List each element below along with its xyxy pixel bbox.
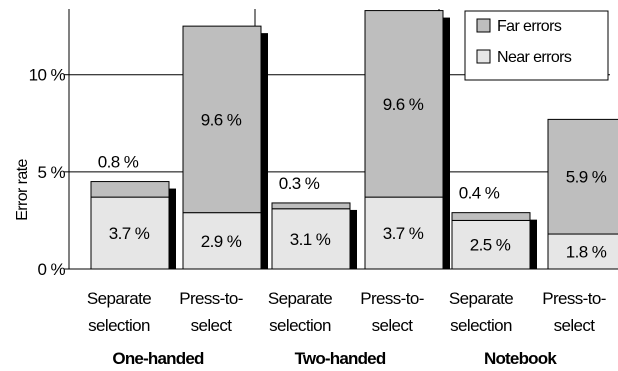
- far-value-label: 0.8 %: [98, 153, 139, 172]
- category-label-line1: Separate: [87, 289, 151, 308]
- label-layer: 3.7 % 0.8 % Separate selection 2.9 % 9.6 % Pre…: [87, 95, 607, 368]
- group-label: Two-handed: [295, 349, 386, 368]
- category-label-line1: Press-to-: [360, 289, 424, 308]
- category-label-line1: Separate: [268, 289, 332, 308]
- legend-swatch: [476, 49, 491, 64]
- group-label: One-handed: [112, 349, 204, 368]
- group-label: Notebook: [484, 349, 557, 368]
- far-value-label: 0.4 %: [459, 184, 500, 203]
- near-value-label: 3.7 %: [109, 224, 150, 243]
- far-errors-segment: [451, 212, 531, 221]
- far-value-label: 5.9 %: [566, 168, 607, 187]
- y-tick-label: 10 %: [29, 66, 66, 85]
- near-errors-segment: [364, 196, 444, 270]
- legend-entry-label: Near errors: [497, 49, 572, 66]
- y-axis-title: Error rate: [14, 159, 31, 221]
- near-errors-segment: [271, 208, 351, 270]
- far-value-label: 9.6 %: [383, 95, 424, 114]
- near-value-label: 2.9 %: [201, 232, 242, 251]
- category-label-line2: select: [191, 316, 233, 335]
- near-value-label: 3.7 %: [383, 224, 424, 243]
- far-value-label: 0.3 %: [279, 174, 320, 193]
- legend: Far errors Near errors: [464, 10, 609, 81]
- axis-layer: 0 % 5 % 10 % Error rate: [14, 9, 610, 279]
- near-value-label: 3.1 %: [290, 230, 331, 249]
- far-errors-segment: [364, 10, 444, 198]
- far-value-label: 9.6 %: [201, 110, 242, 129]
- near-value-label: 2.5 %: [470, 236, 511, 255]
- category-label-line2: selection: [88, 316, 150, 335]
- near-errors-segment: [547, 233, 618, 270]
- far-errors-segment: [90, 181, 170, 198]
- category-label-line1: Separate: [449, 289, 513, 308]
- category-label-line2: selection: [450, 316, 512, 335]
- y-tick-label: 0 %: [38, 260, 66, 279]
- legend-swatch: [476, 18, 491, 33]
- legend-entry-label: Far errors: [497, 18, 562, 35]
- bar-layer: [90, 10, 618, 270]
- category-label-line1: Press-to-: [542, 289, 606, 308]
- far-errors-segment: [547, 118, 618, 235]
- far-errors-segment: [182, 25, 262, 214]
- category-label-line2: select: [372, 316, 414, 335]
- category-label-line2: select: [554, 316, 596, 335]
- far-errors-segment: [271, 202, 351, 210]
- category-label-line2: selection: [269, 316, 331, 335]
- y-tick-label: 5 %: [38, 163, 66, 182]
- category-label-line1: Press-to-: [179, 289, 243, 308]
- near-errors-segment: [451, 219, 531, 270]
- near-value-label: 1.8 %: [566, 243, 607, 262]
